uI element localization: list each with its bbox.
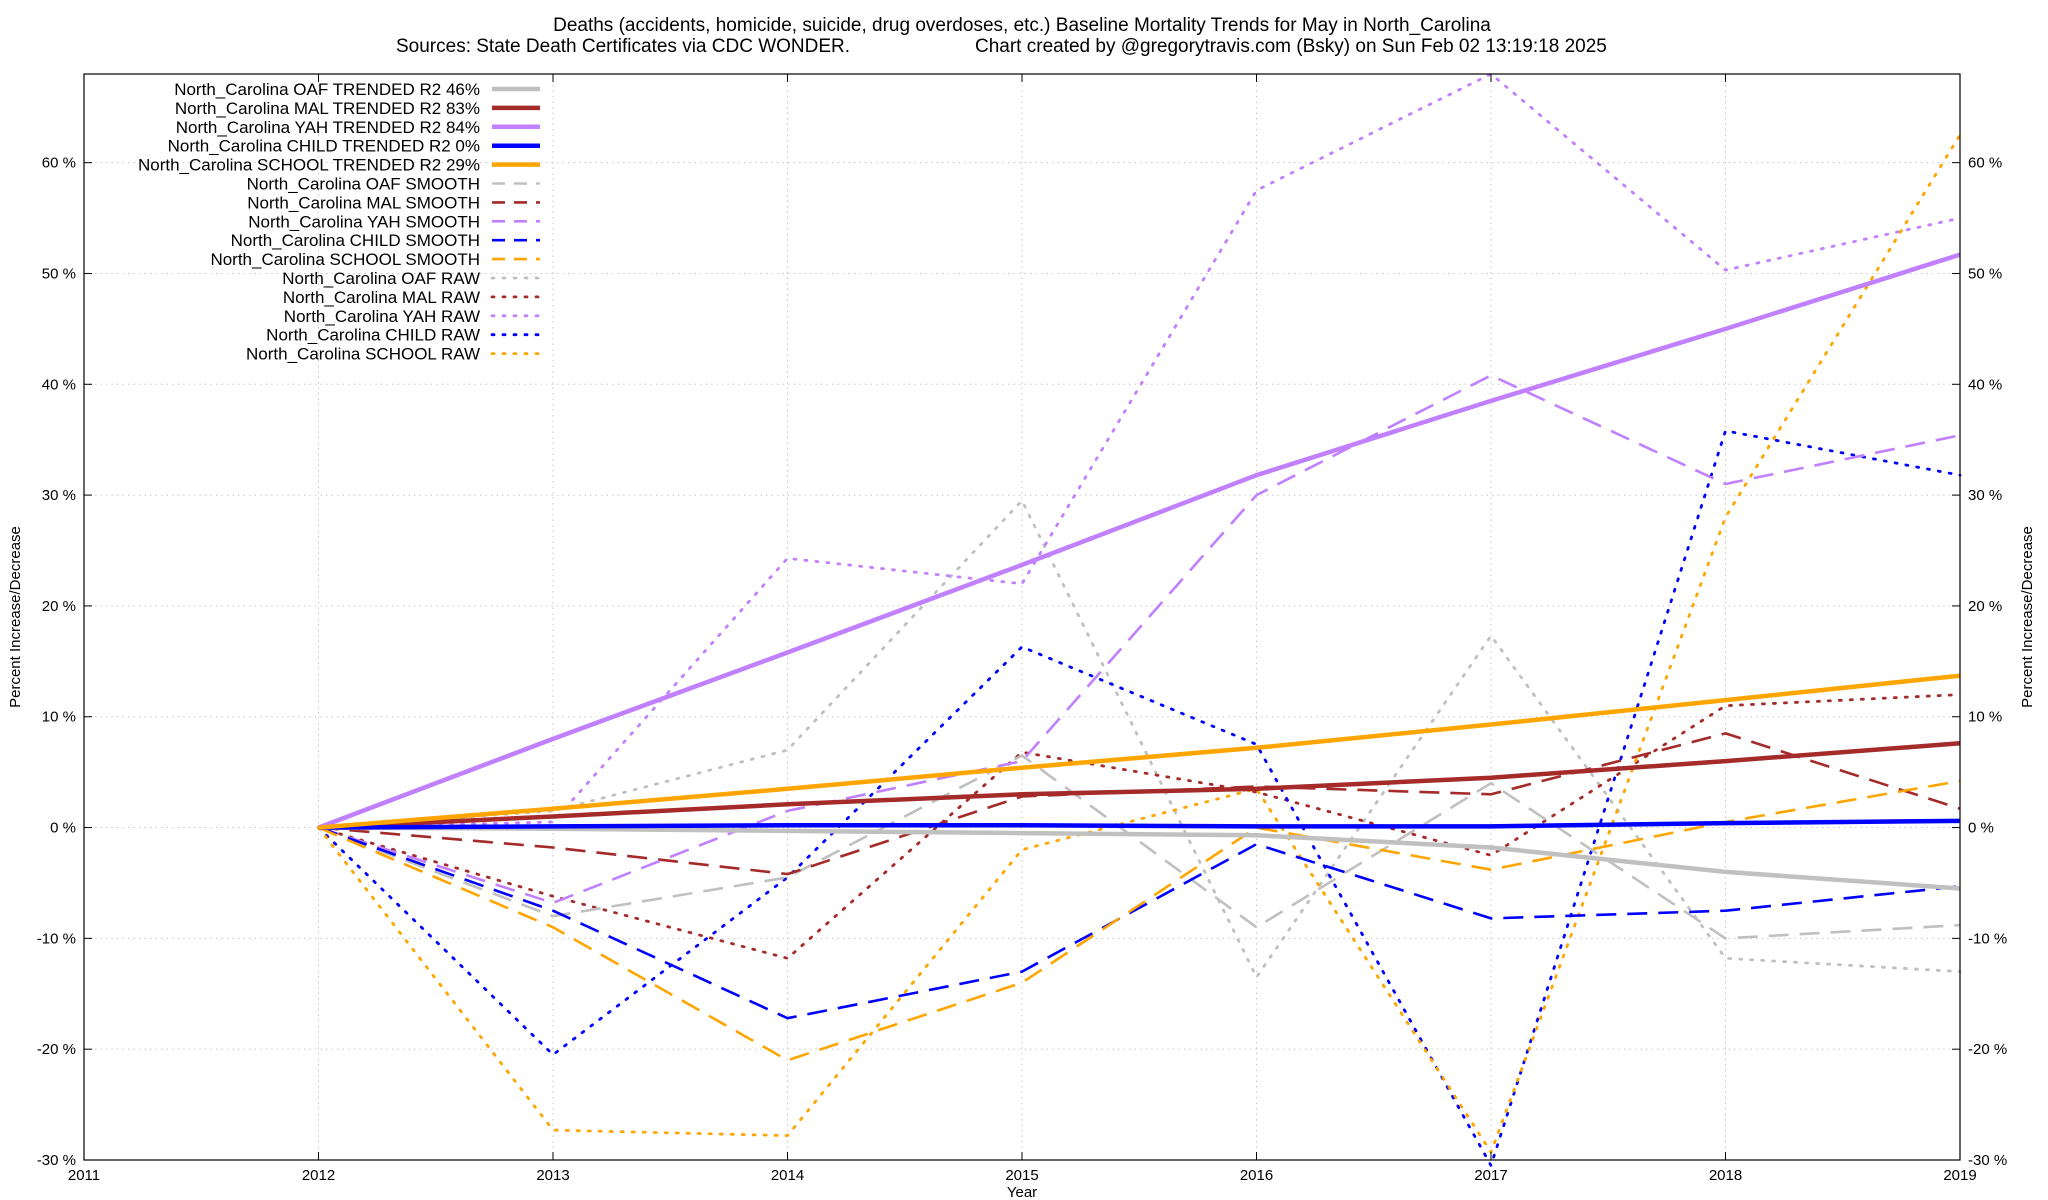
- y2-tick-label: -30 %: [1968, 1152, 2007, 1169]
- y-tick-label: 30 %: [42, 487, 76, 504]
- series-line-raw-14: [317, 133, 1962, 1154]
- chart-subtitle-credit: Chart created by @gregorytravis.com (Bsk…: [975, 36, 1607, 57]
- x-tick-label: 2011: [68, 1167, 100, 1184]
- y-tick-label: 40 %: [42, 376, 76, 393]
- x-tick-label: 2014: [771, 1167, 804, 1184]
- x-tick-label: 2019: [1943, 1167, 1976, 1184]
- series-line-smooth-9: [317, 779, 1961, 1062]
- legend-label: North_Carolina OAF TRENDED R2 46%: [174, 80, 480, 99]
- y2-tick-label: 60 %: [1968, 155, 2002, 172]
- y-axis-label: Percent Increase/Decrease: [7, 526, 24, 708]
- series-line-trended-0: [318, 825, 1961, 891]
- x-tick-label: 2018: [1709, 1167, 1742, 1184]
- y2-tick-label: 30 %: [1968, 487, 2002, 504]
- y2-tick-label: -10 %: [1968, 930, 2007, 947]
- y-tick-label: 0 %: [50, 820, 76, 837]
- grid-layer: [84, 74, 1960, 1160]
- y-tick-label: 10 %: [42, 709, 76, 726]
- legend-label: North_Carolina CHILD SMOOTH: [231, 231, 480, 250]
- chart-title: Deaths (accidents, homicide, suicide, dr…: [553, 15, 1491, 36]
- series-line-smooth-6: [318, 732, 1961, 876]
- x-tick-label: 2015: [1005, 1167, 1038, 1184]
- legend-label: North_Carolina OAF SMOOTH: [247, 175, 480, 194]
- legend-label: North_Carolina MAL SMOOTH: [247, 193, 480, 212]
- legend-label: North_Carolina SCHOOL RAW: [246, 345, 480, 364]
- y2-tick-label: 10 %: [1968, 709, 2002, 726]
- y2-tick-label: 40 %: [1968, 376, 2002, 393]
- axis-layer: 2011 2012 2013 2014 2015 2016 2017 2018 2019-30 …: [37, 74, 2007, 1184]
- legend-label: North_Carolina SCHOOL SMOOTH: [210, 250, 480, 269]
- series-line-trended-1: [318, 741, 1961, 830]
- legend-label: North_Carolina YAH SMOOTH: [248, 212, 480, 231]
- y-tick-label: -10 %: [37, 930, 76, 947]
- y2-tick-label: -20 %: [1968, 1041, 2007, 1058]
- y-tick-label: 60 %: [42, 155, 76, 172]
- series-line-smooth-5: [318, 754, 1961, 940]
- y-tick-label: 50 %: [42, 265, 76, 282]
- chart-subtitle-source: Sources: State Death Certificates via CD…: [396, 36, 850, 57]
- y2-tick-label: 0 %: [1968, 820, 1994, 837]
- y-tick-label: 20 %: [42, 598, 76, 615]
- x-tick-label: 2017: [1474, 1167, 1507, 1184]
- x-tick-label: 2013: [536, 1167, 569, 1184]
- legend-label: North_Carolina MAL RAW: [283, 288, 480, 307]
- series-layer: [317, 72, 1962, 1167]
- series-line-trended-4: [318, 673, 1961, 830]
- series-line-trended-2: [317, 252, 1961, 830]
- y2-tick-label: 50 %: [1968, 265, 2002, 282]
- series-line-raw-11: [317, 693, 1962, 960]
- legend-label: North_Carolina MAL TRENDED R2 83%: [175, 99, 480, 118]
- series-line-raw-10: [317, 499, 1962, 979]
- y-tick-label: -20 %: [37, 1041, 76, 1058]
- x-tick-label: 2012: [302, 1167, 335, 1184]
- legend-label: North_Carolina YAH TRENDED R2 84%: [176, 118, 480, 137]
- series-line-smooth-8: [318, 826, 1961, 1020]
- y2-axis-label: Percent Increase/Decrease: [2019, 526, 2036, 708]
- x-tick-label: 2016: [1240, 1167, 1273, 1184]
- legend-label: North_Carolina CHILD RAW: [266, 326, 480, 345]
- series-line-raw-12: [317, 72, 1962, 829]
- y2-tick-label: 20 %: [1968, 598, 2002, 615]
- x-axis-label: Year: [1007, 1184, 1037, 1200]
- legend-label: North_Carolina SCHOOL TRENDED R2 29%: [138, 156, 480, 175]
- legend-label: North_Carolina OAF RAW: [282, 269, 480, 288]
- series-line-trended-3: [318, 818, 1961, 830]
- y-tick-label: -30 %: [37, 1152, 76, 1169]
- series-line-raw-13: [317, 429, 1962, 1167]
- series-line-smooth-7: [318, 374, 1961, 905]
- legend-label: North_Carolina CHILD TRENDED R2 0%: [168, 137, 480, 156]
- legend-layer: North_Carolina OAF TRENDED R2 46%North_C…: [138, 80, 542, 364]
- legend-label: North_Carolina YAH RAW: [284, 307, 480, 326]
